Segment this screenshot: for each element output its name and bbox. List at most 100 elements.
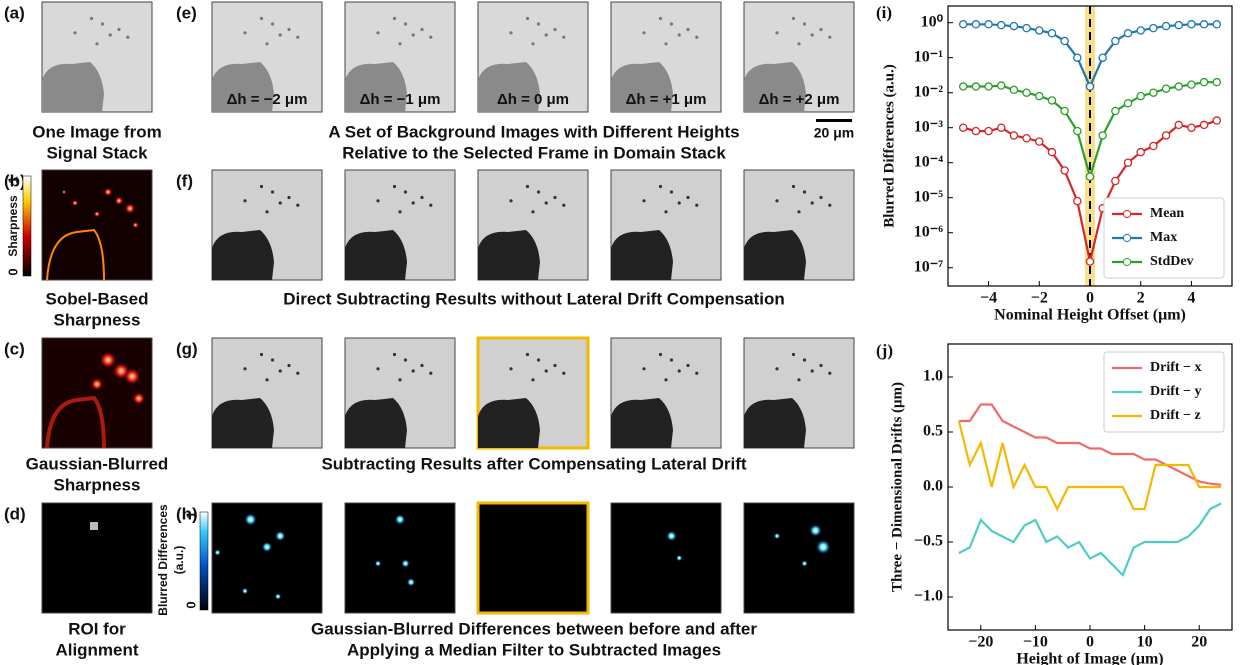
caption: A Set of Background Images with Differen… (328, 122, 739, 141)
x-tick-label: −4 (980, 290, 997, 307)
image-speck (126, 36, 129, 39)
x-tick-label: 0 (1086, 634, 1094, 651)
image-speck (393, 185, 396, 188)
image-speck (429, 372, 432, 375)
caption: Sobel-Based (46, 289, 149, 308)
marker (1150, 25, 1157, 32)
image-speck (553, 364, 556, 367)
marker (1188, 21, 1195, 28)
image-speck (695, 36, 698, 39)
image-speck (509, 31, 512, 34)
image-region (478, 398, 540, 448)
image-spot (91, 378, 103, 390)
y-tick-label: 10⁻³ (914, 118, 943, 135)
y-tick-label: −1.0 (914, 588, 943, 605)
series-line (959, 421, 1221, 509)
y-tick-label: 10⁻⁵ (914, 188, 943, 205)
marker (1010, 22, 1017, 29)
figure: Δh = −2 μmΔh = −1 μmΔh = 0 μmΔh = +1 μmΔ… (0, 0, 1245, 665)
image-speck (287, 28, 290, 31)
marker (1074, 197, 1081, 204)
image-speck (803, 190, 806, 193)
y-axis-title: Three − Dimensional Drifts (μm) (889, 382, 905, 592)
offset-label: Δh = −1 μm (360, 91, 441, 108)
image-speck (545, 201, 548, 204)
image (478, 503, 588, 613)
x-axis-title: Nominal Height Offset (μm) (994, 307, 1186, 324)
legend-label: Drift − z (1150, 408, 1201, 423)
image-speck (376, 367, 379, 370)
image-speck (404, 22, 407, 25)
marker (1150, 89, 1157, 96)
image-speck (678, 201, 681, 204)
image-region (212, 398, 274, 448)
marker (1137, 27, 1144, 34)
image (42, 2, 152, 112)
image-speck (265, 378, 268, 381)
chart: −4−202410⁻⁷10⁻⁶10⁻⁵10⁻⁴10⁻³10⁻²10⁻¹10⁰*M… (876, 3, 1232, 324)
caption: Gaussian-Blurred Differences between bef… (311, 619, 757, 638)
marker (972, 83, 979, 90)
marker (985, 83, 992, 90)
marker (1162, 22, 1169, 29)
image-speck (420, 28, 423, 31)
image-spot (402, 560, 410, 568)
panel-label: (j) (876, 341, 893, 360)
caption: Subtracting Results after Compensating L… (321, 454, 746, 473)
image-speck (296, 372, 299, 375)
image-background (42, 338, 152, 448)
image-speck (412, 201, 415, 204)
image-speck (287, 364, 290, 367)
marker (972, 21, 979, 28)
caption: Sharpness (54, 310, 141, 329)
marker (1188, 124, 1195, 131)
image (744, 338, 854, 448)
scale-bar (816, 119, 852, 122)
image-speck (296, 36, 299, 39)
colorbar-label: 1 (183, 511, 198, 518)
image-speck (803, 358, 806, 361)
image-speck (404, 358, 407, 361)
image-speck (537, 358, 540, 361)
x-tick-label: −2 (1031, 290, 1048, 307)
legend-marker (1123, 234, 1130, 241)
series-line (959, 504, 1221, 576)
image-speck (642, 199, 645, 202)
image (42, 338, 152, 448)
image-region (345, 230, 407, 280)
image-speck (260, 185, 263, 188)
marker (1201, 21, 1208, 28)
marker (972, 127, 979, 134)
caption: Applying a Median Filter to Subtracted I… (347, 640, 721, 659)
image-speck (531, 378, 534, 381)
marker (998, 82, 1005, 89)
image-speck (819, 196, 822, 199)
offset-label: Δh = +2 μm (759, 91, 840, 108)
image-speck (398, 42, 401, 45)
marker (1086, 173, 1093, 180)
y-axis-title: Blurred Differences (a.u.) (881, 64, 897, 228)
image-background (611, 503, 721, 613)
image-spot (275, 531, 285, 541)
marker (1213, 117, 1220, 124)
image-region (345, 398, 407, 448)
image-background (478, 503, 588, 613)
image-speck (686, 196, 689, 199)
image-speck (398, 210, 401, 213)
image-spot (100, 352, 116, 368)
image-speck (429, 36, 432, 39)
image-speck (803, 22, 806, 25)
image-speck (553, 196, 556, 199)
marker (1162, 132, 1169, 139)
image-speck (243, 199, 246, 202)
x-tick-label: 0 (1086, 290, 1094, 307)
colorbar-title: (a.u.) (172, 546, 186, 575)
image-speck (420, 196, 423, 199)
image-spot (810, 525, 822, 537)
colorbar-label: 0 (183, 601, 198, 608)
image-speck (526, 17, 529, 20)
image-background (212, 503, 322, 613)
image-speck (678, 369, 681, 372)
caption: Direct Subtracting Results without Later… (283, 289, 785, 308)
image-spot (125, 204, 135, 214)
